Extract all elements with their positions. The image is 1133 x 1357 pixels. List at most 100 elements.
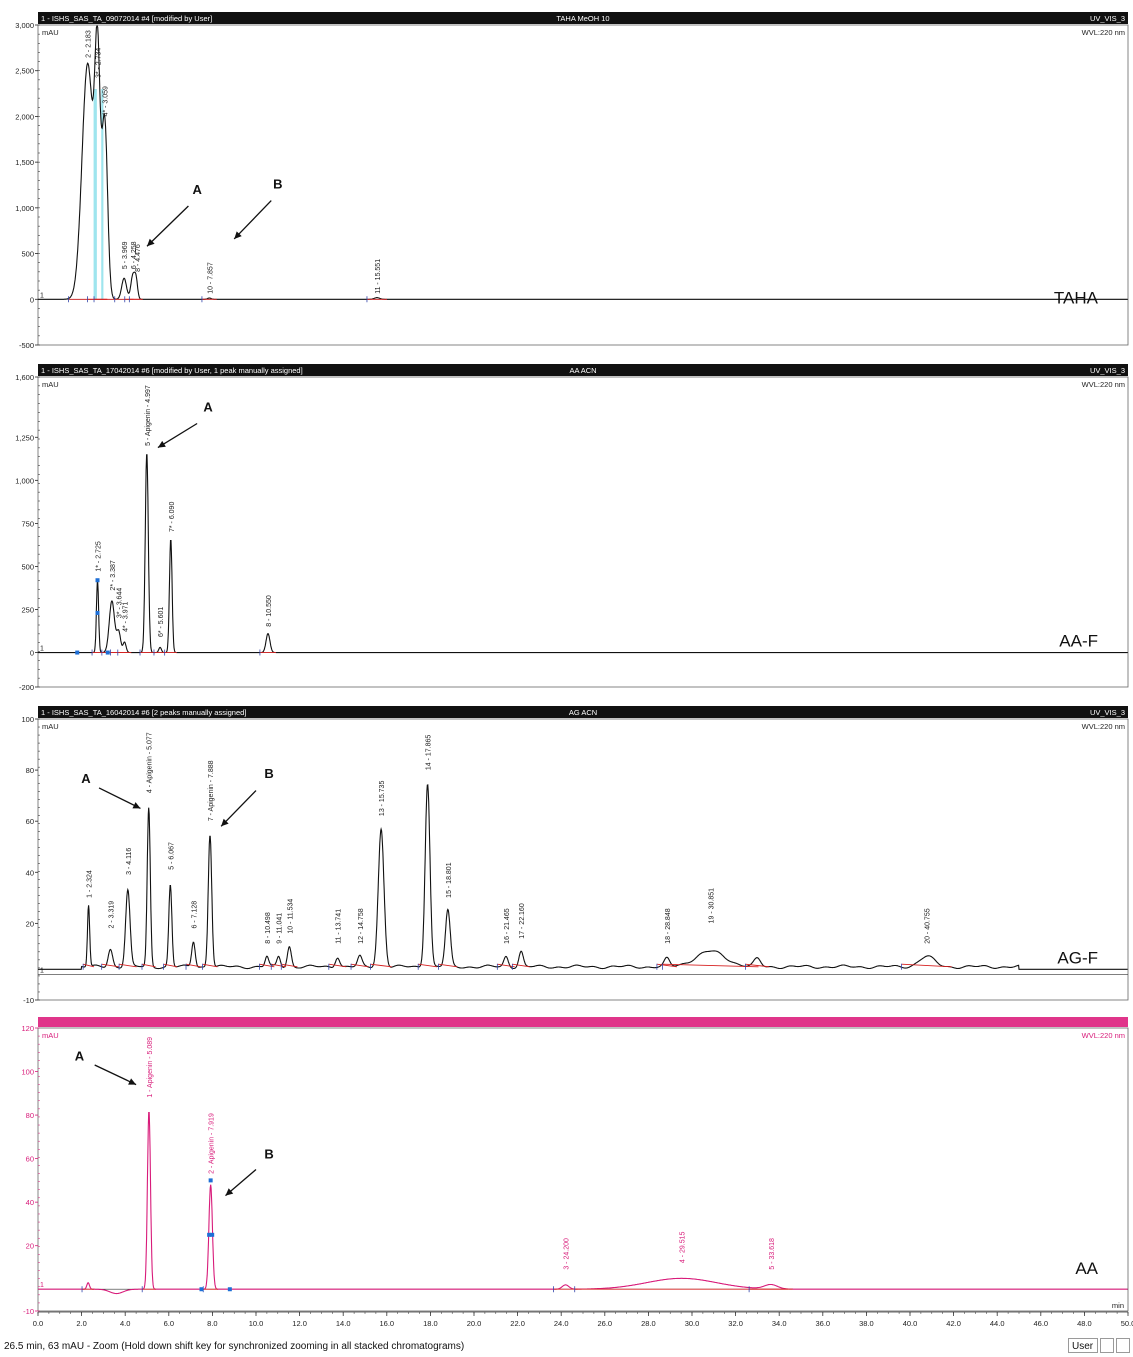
y-tick-label: 80	[26, 1111, 34, 1120]
peak-label: 3* - 2.734	[96, 48, 103, 78]
panel-header-bar	[38, 12, 1128, 24]
chromatogram-trace	[38, 454, 1128, 654]
peak-marker	[207, 1232, 212, 1237]
x-tick-label: 4.0	[120, 1319, 130, 1328]
y-tick-label: 0	[30, 649, 34, 658]
status-field-1[interactable]	[1100, 1338, 1114, 1353]
panel-header-right: UV_VIS_3	[1090, 708, 1125, 717]
y-axis-label: mAU	[42, 1031, 59, 1040]
peak-label: 2 - 2.183	[86, 30, 93, 58]
peak-label: 13 - 15.735	[379, 781, 386, 817]
peak-label: 8 - 4.476	[135, 244, 142, 272]
x-tick-label: 0.0	[33, 1319, 43, 1328]
integration-baseline	[141, 963, 156, 968]
chromatogram-trace	[38, 25, 1128, 300]
y-tick-label: 100	[21, 1068, 34, 1077]
peak-label: 5 - 3.969	[122, 241, 129, 269]
integration-baseline	[202, 963, 218, 968]
integration-baseline	[83, 963, 95, 968]
annotation-arrowhead	[147, 238, 155, 247]
y-tick-label: 80	[26, 766, 34, 775]
annotation-arrowhead	[221, 818, 229, 827]
annotation-arrowhead	[132, 802, 141, 809]
peak-label: 5 - 33.618	[769, 1238, 776, 1270]
panel-header-center: AA ACN	[569, 366, 596, 375]
annotation-arrow	[233, 200, 272, 240]
status-message: 26.5 min, 63 mAU - Zoom (Hold down shift…	[4, 1341, 465, 1352]
panel-header-left: 1 - ISHS_SAS_TA_16042014 #6 [2 peaks man…	[41, 708, 246, 717]
panel-header-center: TAHA MeOH 10	[556, 14, 609, 23]
x-tick-label: 26.0	[597, 1319, 612, 1328]
integration-baseline	[745, 963, 770, 968]
y-tick-label: 1,000	[15, 204, 34, 213]
chromatogram-panel-2: 1 - ISHS_SAS_TA_17042014 #6 [modified by…	[15, 364, 1129, 692]
x-tick-label: 32.0	[728, 1319, 743, 1328]
annotation-arrowhead	[234, 231, 242, 239]
peak-marker	[227, 1287, 232, 1292]
y-tick-label: 750	[21, 519, 34, 528]
x-tick-label: 18.0	[423, 1319, 438, 1328]
peak-label: 8 - 10.550	[266, 595, 273, 627]
peak-integration-fill	[101, 89, 104, 300]
status-bar: 26.5 min, 63 mAU - Zoom (Hold down shift…	[0, 1337, 1133, 1357]
plot-frame	[37, 1027, 1129, 1312]
wavelength-label: WVL:220 nm	[1082, 380, 1125, 389]
integration-baseline	[101, 963, 120, 968]
annotation-arrow	[220, 790, 257, 827]
annotation-label: A	[203, 399, 213, 414]
peak-label: 3* - 3.644	[117, 588, 124, 618]
annotation-label: A	[81, 771, 91, 786]
integration-baseline	[656, 963, 678, 968]
status-field-2[interactable]	[1116, 1338, 1130, 1353]
wavelength-label: WVL:220 nm	[1082, 28, 1125, 37]
annotation-arrowhead	[128, 1078, 137, 1085]
peak-marker	[199, 1287, 204, 1292]
panel-header-bar	[38, 364, 1128, 376]
y-axis-label: mAU	[42, 722, 59, 731]
y-tick-label: -500	[19, 341, 34, 350]
annotation-label: B	[273, 177, 282, 192]
baseline-marker: 1	[40, 967, 44, 974]
integration-baseline	[438, 963, 458, 968]
peak-label: 7* - 6.090	[169, 502, 176, 532]
peak-label: 4 - 29.515	[680, 1231, 687, 1263]
y-tick-label: 60	[26, 1155, 34, 1164]
peak-label: 3 - 24.200	[564, 1238, 571, 1270]
user-field[interactable]: User	[1068, 1338, 1098, 1353]
plot-frame	[37, 24, 1129, 346]
y-tick-label: 120	[21, 1024, 34, 1033]
x-tick-label: 12.0	[292, 1319, 307, 1328]
x-tick-label: 46.0	[1033, 1319, 1048, 1328]
panel-header-bar	[38, 706, 1128, 718]
y-tick-label: 100	[21, 715, 34, 724]
x-tick-label: 40.0	[903, 1319, 918, 1328]
peak-label: 1* - 2.725	[96, 541, 103, 571]
peak-marker	[208, 1178, 213, 1183]
baseline-marker: 1	[40, 646, 44, 653]
peak-label: 4 - Apigenin - 5.077	[147, 732, 154, 793]
annotation-arrow	[94, 1064, 137, 1086]
integration-baseline	[259, 963, 275, 968]
y-tick-label: 250	[21, 606, 34, 615]
peak-integration-fill	[93, 89, 97, 300]
integration-baseline	[271, 963, 287, 968]
y-tick-label: -10	[23, 1307, 34, 1316]
annotation-arrow	[157, 422, 198, 449]
peak-label: 14 - 17.865	[426, 735, 433, 771]
x-tick-label: 6.0	[164, 1319, 174, 1328]
peak-marker	[95, 578, 100, 583]
sample-name: TAHA	[1054, 288, 1099, 307]
peak-label: 11 - 13.741	[336, 909, 343, 944]
y-tick-label: -200	[19, 683, 34, 692]
peak-label: 19 - 30.851	[709, 888, 716, 924]
y-tick-label: 2,500	[15, 67, 34, 76]
y-tick-label: 1,500	[15, 158, 34, 167]
plot-frame	[37, 376, 1129, 688]
x-tick-label: 24.0	[554, 1319, 569, 1328]
y-tick-label: 40	[26, 1198, 34, 1207]
annotation-label: B	[264, 766, 273, 781]
annotation-arrowhead	[225, 1188, 234, 1196]
integration-baseline	[281, 963, 298, 968]
y-axis-label: mAU	[42, 28, 59, 37]
